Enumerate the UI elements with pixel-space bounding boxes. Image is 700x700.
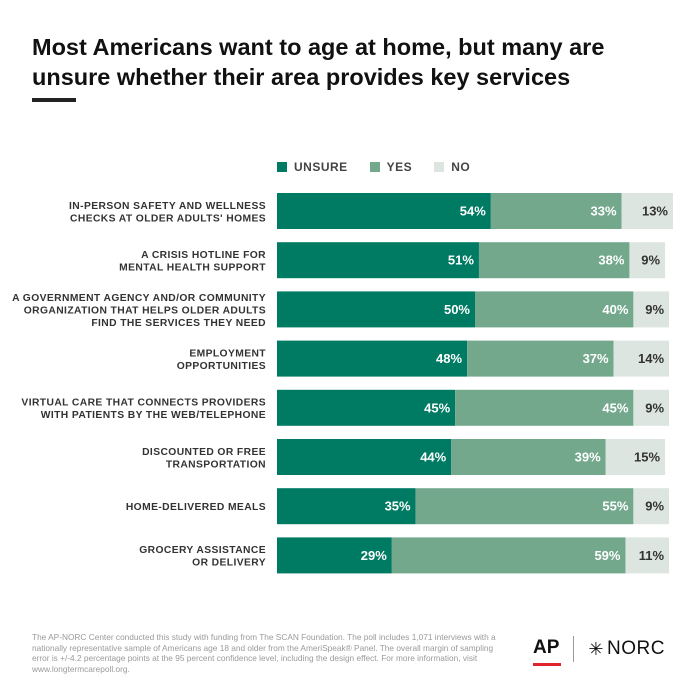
title-rule xyxy=(32,98,76,102)
bar-segment-yes xyxy=(415,488,634,525)
chart-title: Most Americans want to age at home, but … xyxy=(32,34,605,90)
data-label-unsure: 48% xyxy=(436,351,462,366)
bar-segment-unsure xyxy=(277,340,468,377)
data-label-no: 13% xyxy=(642,204,668,219)
logos: AP ✳ NORC xyxy=(533,636,665,666)
data-label-yes: 45% xyxy=(602,400,628,415)
category-label: EMPLOYMENT xyxy=(189,348,266,359)
data-label-unsure: 35% xyxy=(385,499,411,514)
category-label: VIRTUAL CARE THAT CONNECTS PROVIDERS xyxy=(21,398,266,409)
data-label-unsure: 51% xyxy=(448,253,474,268)
data-label-unsure: 29% xyxy=(361,548,387,563)
legend: UNSURE YES NO xyxy=(277,160,470,174)
data-label-yes: 37% xyxy=(583,351,609,366)
bar-segment-yes xyxy=(475,291,634,328)
legend-item-yes: YES xyxy=(369,160,413,174)
data-label-no: 14% xyxy=(638,351,664,366)
data-label-no: 9% xyxy=(645,302,664,317)
data-label-unsure: 54% xyxy=(460,204,486,219)
legend-item-no: NO xyxy=(434,160,470,174)
bar-segment-no xyxy=(605,439,666,475)
category-label: OR DELIVERY xyxy=(192,558,266,569)
data-label-yes: 40% xyxy=(602,302,628,317)
category-label: A GOVERNMENT AGENCY AND/OR COMMUNITY xyxy=(12,293,266,304)
bar-segment-yes xyxy=(478,242,630,279)
bar-segment-yes xyxy=(467,340,614,377)
data-label-unsure: 50% xyxy=(444,302,470,317)
category-label: DISCOUNTED OR FREE xyxy=(142,447,266,458)
category-label: IN-PERSON SAFETY AND WELLNESS xyxy=(69,201,266,212)
norc-logo-text: NORC xyxy=(607,638,665,659)
legend-label-unsure: UNSURE xyxy=(294,160,348,174)
bar-segment-unsure xyxy=(277,242,479,279)
category-label: A CRISIS HOTLINE FOR xyxy=(141,250,266,261)
bar-segment-unsure xyxy=(277,537,392,574)
data-label-yes: 38% xyxy=(598,253,624,268)
data-label-yes: 59% xyxy=(594,548,620,563)
data-label-no: 11% xyxy=(639,548,665,563)
bar-segment-yes xyxy=(490,193,622,229)
data-label-no: 9% xyxy=(645,400,664,415)
bar-segment-no xyxy=(625,537,670,574)
logo-divider xyxy=(573,636,575,662)
data-label-yes: 55% xyxy=(602,499,628,514)
bar-segment-no xyxy=(629,242,666,279)
data-label-unsure: 44% xyxy=(420,450,446,465)
bar-segment-unsure xyxy=(277,488,416,525)
legend-item-unsure: UNSURE xyxy=(277,160,348,174)
category-label: CHECKS AT OLDER ADULTS' HOMES xyxy=(70,213,266,224)
bar-segment-unsure xyxy=(277,389,456,426)
ap-logo: AP xyxy=(533,636,561,666)
category-label: GROCERY ASSISTANCE xyxy=(139,545,266,556)
legend-label-no: NO xyxy=(451,160,471,174)
data-label-unsure: 45% xyxy=(424,400,450,415)
footnote: The AP-NORC Center conducted this study … xyxy=(32,632,496,674)
norc-star-icon: ✳ xyxy=(588,638,604,659)
category-label: WITH PATIENTS BY THE WEB/TELEPHONE xyxy=(41,410,266,421)
legend-swatch-yes xyxy=(369,162,380,172)
bar-segment-unsure xyxy=(277,193,491,229)
bar-segment-no xyxy=(633,488,670,525)
category-label: MENTAL HEALTH SUPPORT xyxy=(119,262,266,273)
bar-segment-unsure xyxy=(277,291,475,328)
legend-swatch-unsure xyxy=(277,162,287,172)
bar-segment-no xyxy=(613,340,670,377)
category-label: HOME-DELIVERED MEALS xyxy=(126,502,266,513)
category-label: TRANSPORTATION xyxy=(166,459,266,470)
bar-segment-unsure xyxy=(277,439,452,475)
bar-segment-yes xyxy=(451,439,606,475)
legend-swatch-no xyxy=(434,162,445,172)
legend-label-yes: YES xyxy=(386,160,413,174)
norc-logo: ✳ NORC xyxy=(588,638,665,660)
ap-logo-bar xyxy=(533,662,561,666)
category-label: FIND THE SERVICES THEY NEED xyxy=(91,318,266,329)
bar-segment-no xyxy=(633,389,670,426)
data-label-no: 9% xyxy=(641,253,660,268)
bar-segment-yes xyxy=(391,537,626,574)
data-label-yes: 33% xyxy=(590,204,616,219)
bar-segment-no xyxy=(621,193,673,229)
category-label: ORGANIZATION THAT HELPS OLDER ADULTS xyxy=(24,305,266,316)
data-label-yes: 39% xyxy=(575,450,601,465)
bar-segment-no xyxy=(633,291,670,328)
data-label-no: 15% xyxy=(634,450,660,465)
ap-logo-text: AP xyxy=(533,636,560,658)
category-label: OPPORTUNITIES xyxy=(177,361,266,372)
data-label-no: 9% xyxy=(645,499,664,514)
bar-segment-yes xyxy=(455,389,634,426)
